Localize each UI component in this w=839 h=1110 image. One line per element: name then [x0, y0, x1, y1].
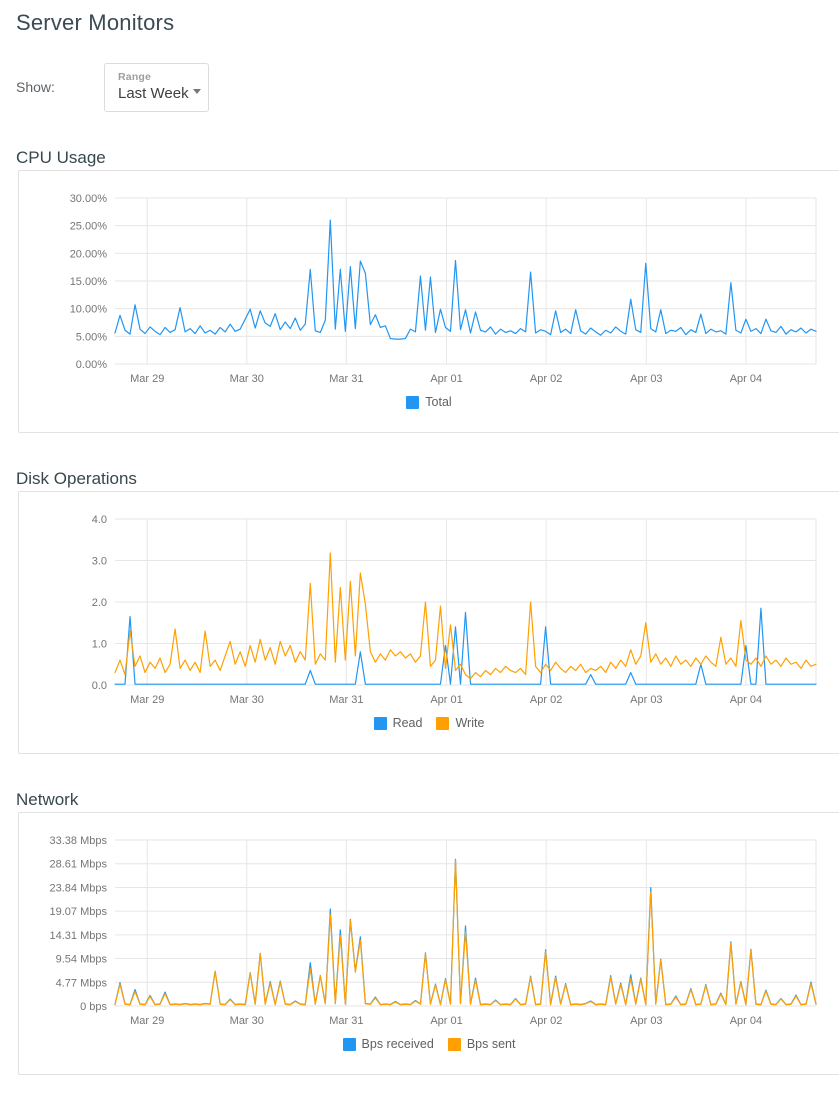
svg-text:Apr 01: Apr 01: [430, 1015, 462, 1027]
svg-text:4.77 Mbps: 4.77 Mbps: [56, 977, 108, 989]
legend-label: Write: [455, 716, 485, 730]
svg-text:Apr 01: Apr 01: [430, 373, 462, 385]
svg-text:33.38 Mbps: 33.38 Mbps: [50, 835, 108, 847]
legend-item-bps-received: Bps received: [342, 1037, 434, 1051]
cpu-usage-section: CPU Usage 0.00% 5.00% 10.00% 15.00% 20.00% 25…: [0, 112, 839, 433]
network-section: Network 0 bps 4.77 Mbps 9.54 Mbps 14.31 Mbp…: [0, 754, 839, 1075]
svg-text:Apr 02: Apr 02: [530, 373, 562, 385]
filter-row: Show: Range Last Week: [16, 62, 839, 112]
svg-text:20.00%: 20.00%: [70, 248, 108, 260]
svg-text:Mar 31: Mar 31: [329, 1015, 363, 1027]
legend-item-bps-sent: Bps sent: [447, 1037, 516, 1051]
svg-text:Apr 03: Apr 03: [630, 694, 662, 706]
legend-label: Bps sent: [466, 1037, 516, 1051]
legend-label: Read: [392, 716, 423, 730]
svg-text:3.0: 3.0: [92, 556, 107, 568]
svg-text:Mar 31: Mar 31: [329, 373, 363, 385]
chart-plot-svg: 0.00% 5.00% 10.00% 15.00% 20.00% 25.00% 30.00%…: [70, 193, 817, 385]
svg-text:Mar 30: Mar 30: [230, 373, 264, 385]
legend-swatch-icon: [406, 395, 420, 409]
svg-text:9.54 Mbps: 9.54 Mbps: [56, 954, 108, 966]
disk-operations-title: Disk Operations: [16, 469, 137, 488]
svg-text:Mar 30: Mar 30: [230, 1015, 264, 1027]
network-legend: Bps received Bps sent: [19, 1035, 839, 1053]
svg-text:2.0: 2.0: [92, 597, 107, 609]
legend-label: Total: [425, 395, 452, 409]
network-title: Network: [16, 790, 79, 809]
legend-swatch-icon: [436, 716, 450, 730]
svg-text:Mar 29: Mar 29: [130, 694, 164, 706]
chart-plot-svg: 0.0 1.0 2.0 3.0 4.0 Mar 29 Mar 30 Mar 31 Apr 01 A…: [92, 514, 817, 706]
disk-operations-section: Disk Operations 0.0 1.0 2.0 3.0 4.0 Mar 29 Mar…: [0, 433, 839, 754]
legend-item-write: Write: [436, 716, 484, 730]
svg-text:Mar 29: Mar 29: [130, 373, 164, 385]
svg-text:Apr 02: Apr 02: [530, 1015, 562, 1027]
page-title: Server Monitors: [16, 10, 175, 35]
svg-text:30.00%: 30.00%: [70, 193, 108, 205]
svg-text:1.0: 1.0: [92, 639, 107, 651]
svg-text:Mar 30: Mar 30: [230, 694, 264, 706]
svg-text:28.61 Mbps: 28.61 Mbps: [50, 859, 108, 871]
range-dropdown-value: Last Week: [118, 84, 189, 102]
show-label: Show:: [16, 79, 55, 95]
range-dropdown-label: Range: [118, 70, 152, 83]
svg-text:Apr 02: Apr 02: [530, 694, 562, 706]
svg-text:Apr 04: Apr 04: [730, 1015, 762, 1027]
chart-plot-svg: 0 bps 4.77 Mbps 9.54 Mbps 14.31 Mbps 19.07 M…: [50, 835, 817, 1027]
svg-text:Apr 01: Apr 01: [430, 694, 462, 706]
chevron-down-icon: [192, 88, 201, 94]
svg-text:0.00%: 0.00%: [76, 359, 107, 371]
svg-text:5.00%: 5.00%: [76, 331, 107, 343]
svg-text:Apr 03: Apr 03: [630, 373, 662, 385]
disk-operations-card: 0.0 1.0 2.0 3.0 4.0 Mar 29 Mar 30 Mar 31 Apr 01 A…: [18, 491, 839, 754]
cpu-usage-title: CPU Usage: [16, 148, 106, 167]
svg-text:Mar 29: Mar 29: [130, 1015, 164, 1027]
cpu-usage-legend: Total: [19, 393, 839, 411]
svg-text:10.00%: 10.00%: [70, 304, 108, 316]
network-card: 0 bps 4.77 Mbps 9.54 Mbps 14.31 Mbps 19.07 M…: [18, 812, 839, 1075]
svg-text:Apr 03: Apr 03: [630, 1015, 662, 1027]
svg-text:0.0: 0.0: [92, 680, 107, 692]
network-chart[interactable]: 0 bps 4.77 Mbps 9.54 Mbps 14.31 Mbps 19.07 M…: [19, 813, 839, 1032]
svg-text:0 bps: 0 bps: [80, 1001, 107, 1013]
range-dropdown[interactable]: Range Last Week: [104, 62, 209, 112]
legend-swatch-icon: [373, 716, 387, 730]
legend-swatch-icon: [342, 1037, 356, 1051]
svg-text:15.00%: 15.00%: [70, 276, 108, 288]
svg-text:23.84 Mbps: 23.84 Mbps: [50, 882, 108, 894]
svg-text:4.0: 4.0: [92, 514, 107, 526]
legend-item-total: Total: [406, 395, 452, 409]
svg-text:Apr 04: Apr 04: [730, 373, 762, 385]
disk-operations-legend: Read Write: [19, 714, 839, 732]
svg-text:Apr 04: Apr 04: [730, 694, 762, 706]
cpu-usage-chart[interactable]: 0.00% 5.00% 10.00% 15.00% 20.00% 25.00% 30.00%…: [19, 171, 839, 390]
disk-operations-chart[interactable]: 0.0 1.0 2.0 3.0 4.0 Mar 29 Mar 30 Mar 31 Apr 01 A…: [19, 492, 839, 711]
svg-text:25.00%: 25.00%: [70, 221, 108, 233]
svg-text:Mar 31: Mar 31: [329, 694, 363, 706]
legend-item-read: Read: [373, 716, 423, 730]
cpu-usage-card: 0.00% 5.00% 10.00% 15.00% 20.00% 25.00% 30.00%…: [18, 170, 839, 433]
legend-label: Bps received: [361, 1037, 434, 1051]
svg-text:19.07 Mbps: 19.07 Mbps: [50, 906, 108, 918]
legend-swatch-icon: [447, 1037, 461, 1051]
svg-text:14.31 Mbps: 14.31 Mbps: [50, 930, 108, 942]
